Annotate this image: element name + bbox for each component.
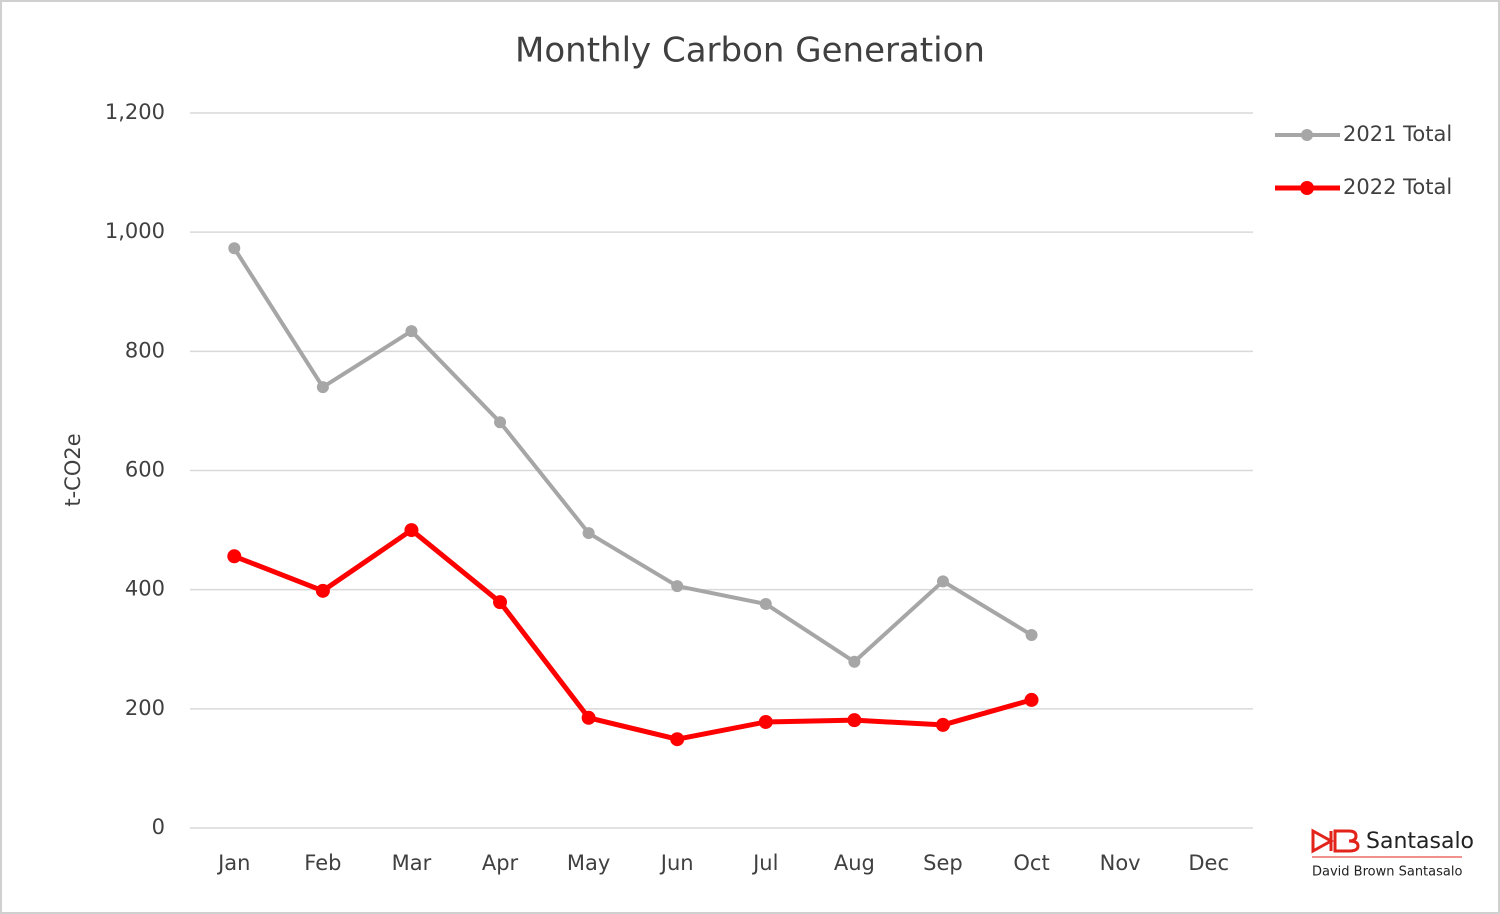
data-point	[228, 242, 241, 255]
x-tick-label: Oct	[1013, 851, 1049, 875]
x-tick-label: Feb	[304, 851, 341, 875]
data-point	[759, 597, 772, 610]
x-tick-label: Dec	[1188, 851, 1229, 875]
y-tick-label: 400	[125, 577, 165, 601]
series-line	[232, 247, 1033, 664]
data-point	[1025, 628, 1038, 641]
data-point	[935, 717, 950, 732]
x-tick-label: May	[567, 851, 610, 875]
data-point	[316, 381, 329, 394]
data-point	[494, 416, 507, 429]
data-point	[405, 325, 418, 338]
logo-icon	[1311, 828, 1360, 854]
data-point	[582, 527, 595, 540]
x-tick-label: Mar	[392, 851, 432, 875]
series-line	[233, 527, 1033, 742]
data-point	[671, 580, 684, 593]
data-point	[848, 655, 861, 668]
data-point	[1024, 692, 1039, 707]
logo: Santasalo David Brown Santasalo	[1311, 828, 1474, 880]
x-tick-label: Apr	[482, 851, 519, 875]
data-point	[227, 549, 242, 564]
logo-name: Santasalo	[1366, 829, 1474, 854]
legend-marker	[1300, 181, 1314, 195]
x-tick-label: Jun	[659, 851, 694, 875]
data-point	[493, 595, 508, 610]
logo-subtitle: David Brown Santasalo	[1312, 865, 1462, 880]
x-tick-label: Jan	[216, 851, 250, 875]
y-tick-label: 1,200	[105, 100, 165, 124]
data-point	[936, 575, 949, 588]
y-tick-label: 800	[125, 338, 165, 362]
legend-label: 2022 Total	[1343, 175, 1452, 199]
x-tick-label: Sep	[923, 851, 963, 875]
y-axis-label: t-CO2e	[61, 433, 85, 506]
legend-marker	[1301, 129, 1313, 141]
y-tick-label: 1,000	[105, 219, 165, 243]
chart-title: Monthly Carbon Generation	[515, 31, 985, 71]
y-tick-label: 0	[152, 815, 165, 839]
x-tick-label: Aug	[834, 851, 875, 875]
data-point	[404, 523, 419, 538]
data-point	[315, 583, 330, 598]
x-tick-label: Nov	[1100, 851, 1141, 875]
data-point	[847, 713, 862, 728]
data-point	[670, 732, 685, 747]
x-tick-label: Jul	[751, 851, 778, 875]
data-point	[581, 710, 596, 725]
y-tick-label: 600	[125, 458, 165, 482]
y-tick-label: 200	[125, 696, 165, 720]
legend-label: 2021 Total	[1343, 122, 1452, 146]
data-point	[758, 714, 773, 729]
